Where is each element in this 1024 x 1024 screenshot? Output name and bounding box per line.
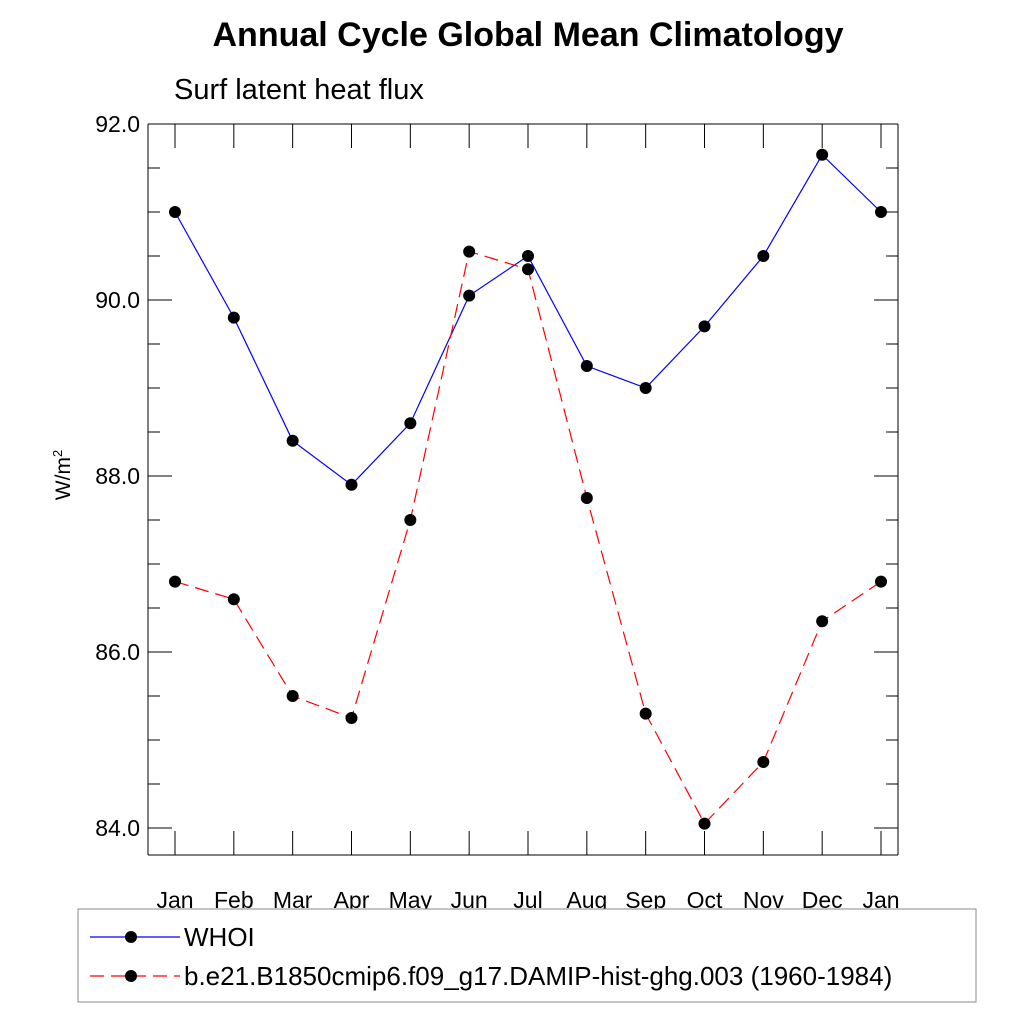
y-tick-label: 92.0 <box>95 111 140 137</box>
data-point-series-1 <box>875 206 887 218</box>
data-point-series-1 <box>816 148 829 161</box>
data-point-series-1 <box>639 382 652 394</box>
data-point-series-1 <box>580 360 593 372</box>
legend-marker-2 <box>125 970 137 982</box>
y-tick-label: 86.0 <box>95 639 140 665</box>
y-axis-label: W/m2 <box>50 450 75 500</box>
data-point-series-2 <box>463 245 476 258</box>
y-tick-label: 84.0 <box>95 815 140 841</box>
data-point-series-1 <box>463 289 476 302</box>
y-tick-label: 90.0 <box>95 287 140 313</box>
legend-label-1: WHOI <box>184 922 255 952</box>
data-point-series-2 <box>639 707 652 720</box>
data-point-series-2 <box>169 575 181 588</box>
legend-marker-1 <box>125 931 137 943</box>
data-point-series-2 <box>345 712 358 724</box>
chart-title: Annual Cycle Global Mean Climatology <box>213 16 844 54</box>
data-point-series-1 <box>286 434 299 447</box>
data-point-series-2 <box>698 817 711 830</box>
data-point-series-1 <box>404 417 417 430</box>
data-point-series-2 <box>227 593 240 606</box>
data-point-series-1 <box>227 311 240 324</box>
data-point-series-2 <box>286 690 299 702</box>
data-point-series-1 <box>522 250 534 262</box>
series-line-2 <box>174 250 882 825</box>
data-point-series-2 <box>816 615 829 628</box>
legend-box <box>77 908 977 1003</box>
data-point-series-1 <box>345 478 358 491</box>
series-line-1 <box>174 153 882 486</box>
chart-subtitle: Surf latent heat flux <box>174 74 424 106</box>
data-point-series-2 <box>757 756 770 768</box>
legend-label-2: b.e21.B1850cmip6.f09_g17.DAMIP-hist-ghg.… <box>184 961 892 991</box>
y-tick-label: 88.0 <box>95 463 140 489</box>
data-point-series-2 <box>580 492 593 504</box>
series-layer <box>169 148 887 830</box>
legend: WHOI b.e21.B1850cmip6.f09_g17.DAMIP-hist-… <box>77 908 977 1003</box>
data-point-series-2 <box>404 514 417 526</box>
data-point-series-1 <box>698 320 711 333</box>
data-point-series-2 <box>522 263 534 276</box>
data-point-series-2 <box>875 575 887 588</box>
data-point-series-1 <box>757 250 770 262</box>
data-point-series-1 <box>169 206 181 218</box>
